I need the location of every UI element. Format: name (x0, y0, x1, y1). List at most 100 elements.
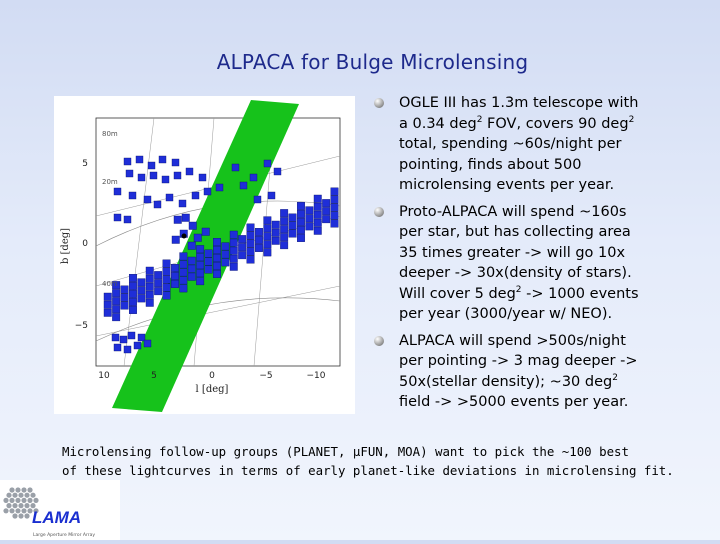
field-square (143, 195, 152, 204)
field-square (229, 230, 238, 239)
logo-hex-cell (27, 508, 33, 514)
field-square (162, 283, 171, 292)
field-square (128, 305, 137, 314)
field-square (154, 271, 163, 280)
field-square (203, 187, 212, 196)
y-tick-label: 5 (82, 159, 88, 169)
field-square (271, 236, 280, 245)
field-square (113, 187, 122, 196)
field-square (313, 218, 322, 227)
field-square (162, 291, 171, 300)
field-square (267, 191, 276, 200)
field-square (249, 173, 258, 182)
field-square (137, 173, 146, 182)
footer-note: Microlensing follow-up groups (PLANET, μ… (62, 444, 674, 478)
y-tick-label: 0 (82, 239, 88, 249)
logo-hex-cell (21, 487, 27, 493)
field-square (296, 201, 305, 210)
x-tick-label: 5 (151, 371, 157, 381)
field-square (145, 282, 154, 291)
field-square (137, 278, 146, 287)
field-square (215, 183, 224, 192)
field-square (212, 269, 221, 278)
field-square (179, 284, 188, 293)
field-square (171, 235, 180, 244)
field-square (188, 221, 197, 230)
field-square (204, 257, 213, 266)
field-square (153, 200, 162, 209)
field-square (120, 285, 129, 294)
field-square (288, 229, 297, 238)
contour-label: 40m (102, 280, 118, 288)
field-square (313, 202, 322, 211)
field-square (112, 297, 121, 306)
field-square (185, 167, 194, 176)
field-square (273, 167, 282, 176)
field-square (231, 163, 240, 172)
field-square (162, 275, 171, 284)
logo-hex-cell (3, 497, 9, 503)
field-square (313, 194, 322, 203)
field-square (128, 273, 137, 282)
field-square (135, 155, 144, 164)
field-square (263, 216, 272, 225)
field-square (246, 247, 255, 256)
field-square (158, 155, 167, 164)
field-square (112, 289, 121, 298)
field-square (165, 193, 174, 202)
contour-label: 20m (102, 178, 118, 186)
field-square (112, 305, 121, 314)
field-square (128, 289, 137, 298)
field-square (212, 237, 221, 246)
field-square (170, 271, 179, 280)
field-square (181, 213, 190, 222)
field-square (254, 227, 263, 236)
field-square (246, 239, 255, 248)
bullet-list: OGLE III has 1.3m telescope with a 0.34 … (372, 93, 672, 419)
field-square (280, 241, 289, 250)
field-square (173, 171, 182, 180)
logo-hex-cell (6, 503, 12, 509)
field-square (113, 213, 122, 222)
field-square (198, 173, 207, 182)
logo-hex-cell (12, 513, 18, 519)
field-square (221, 242, 230, 251)
x-axis-label: l [deg] (196, 384, 229, 395)
field-square (145, 266, 154, 275)
field-square (280, 225, 289, 234)
field-square (196, 269, 205, 278)
logo-hex-cell (27, 497, 33, 503)
logo-hex-cell (33, 508, 39, 514)
field-square (238, 235, 247, 244)
logo-hex-cell (18, 492, 24, 498)
logo-hex-cell (30, 503, 36, 509)
field-square (125, 169, 134, 178)
field-square (123, 157, 132, 166)
logo-hex-cell (30, 492, 36, 498)
field-square (179, 252, 188, 261)
field-square (187, 256, 196, 265)
field-square (330, 211, 339, 220)
field-square (330, 195, 339, 204)
field-square (162, 259, 171, 268)
field-square (171, 158, 180, 167)
field-square (305, 214, 314, 223)
field-square (280, 233, 289, 242)
field-square (127, 331, 136, 340)
field-square (128, 191, 137, 200)
field-square (313, 226, 322, 235)
field-square (221, 250, 230, 259)
field-square (103, 292, 112, 301)
field-square (145, 290, 154, 299)
field-square (246, 231, 255, 240)
field-square (313, 210, 322, 219)
field-square (296, 233, 305, 242)
field-square (111, 333, 120, 342)
logo-hex-cell (3, 508, 9, 514)
logo-hex-cell (9, 497, 15, 503)
field-square (263, 248, 272, 257)
field-square (154, 279, 163, 288)
contour-label: 80m (102, 130, 118, 138)
field-square (112, 313, 121, 322)
logo-wordmark: LAMA (32, 508, 81, 527)
